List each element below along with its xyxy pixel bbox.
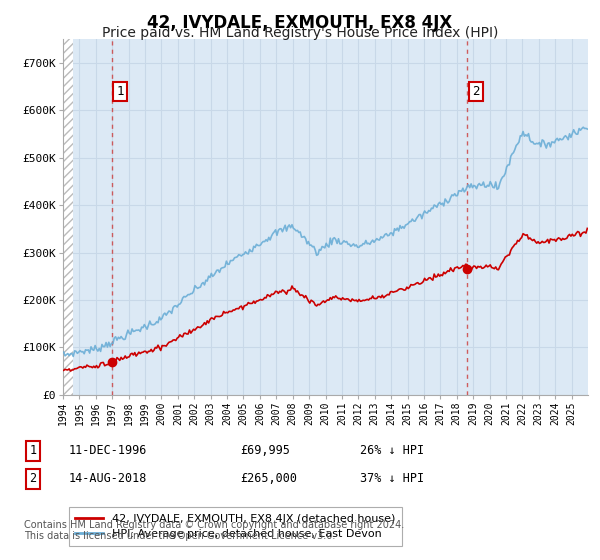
Legend: 42, IVYDALE, EXMOUTH, EX8 4JX (detached house), HPI: Average price, detached hou: 42, IVYDALE, EXMOUTH, EX8 4JX (detached … [68, 507, 402, 546]
Text: £69,995: £69,995 [240, 444, 290, 458]
Text: 1: 1 [29, 444, 37, 458]
Text: £265,000: £265,000 [240, 472, 297, 486]
Text: 2: 2 [29, 472, 37, 486]
Text: 26% ↓ HPI: 26% ↓ HPI [360, 444, 424, 458]
Text: Contains HM Land Registry data © Crown copyright and database right 2024.
This d: Contains HM Land Registry data © Crown c… [24, 520, 404, 542]
Text: 14-AUG-2018: 14-AUG-2018 [69, 472, 148, 486]
Text: Price paid vs. HM Land Registry's House Price Index (HPI): Price paid vs. HM Land Registry's House … [102, 26, 498, 40]
Text: 2: 2 [472, 85, 479, 98]
Text: 37% ↓ HPI: 37% ↓ HPI [360, 472, 424, 486]
Text: 1: 1 [116, 85, 124, 98]
Text: 42, IVYDALE, EXMOUTH, EX8 4JX: 42, IVYDALE, EXMOUTH, EX8 4JX [148, 14, 452, 32]
Text: 11-DEC-1996: 11-DEC-1996 [69, 444, 148, 458]
Bar [63, 39, 73, 395]
